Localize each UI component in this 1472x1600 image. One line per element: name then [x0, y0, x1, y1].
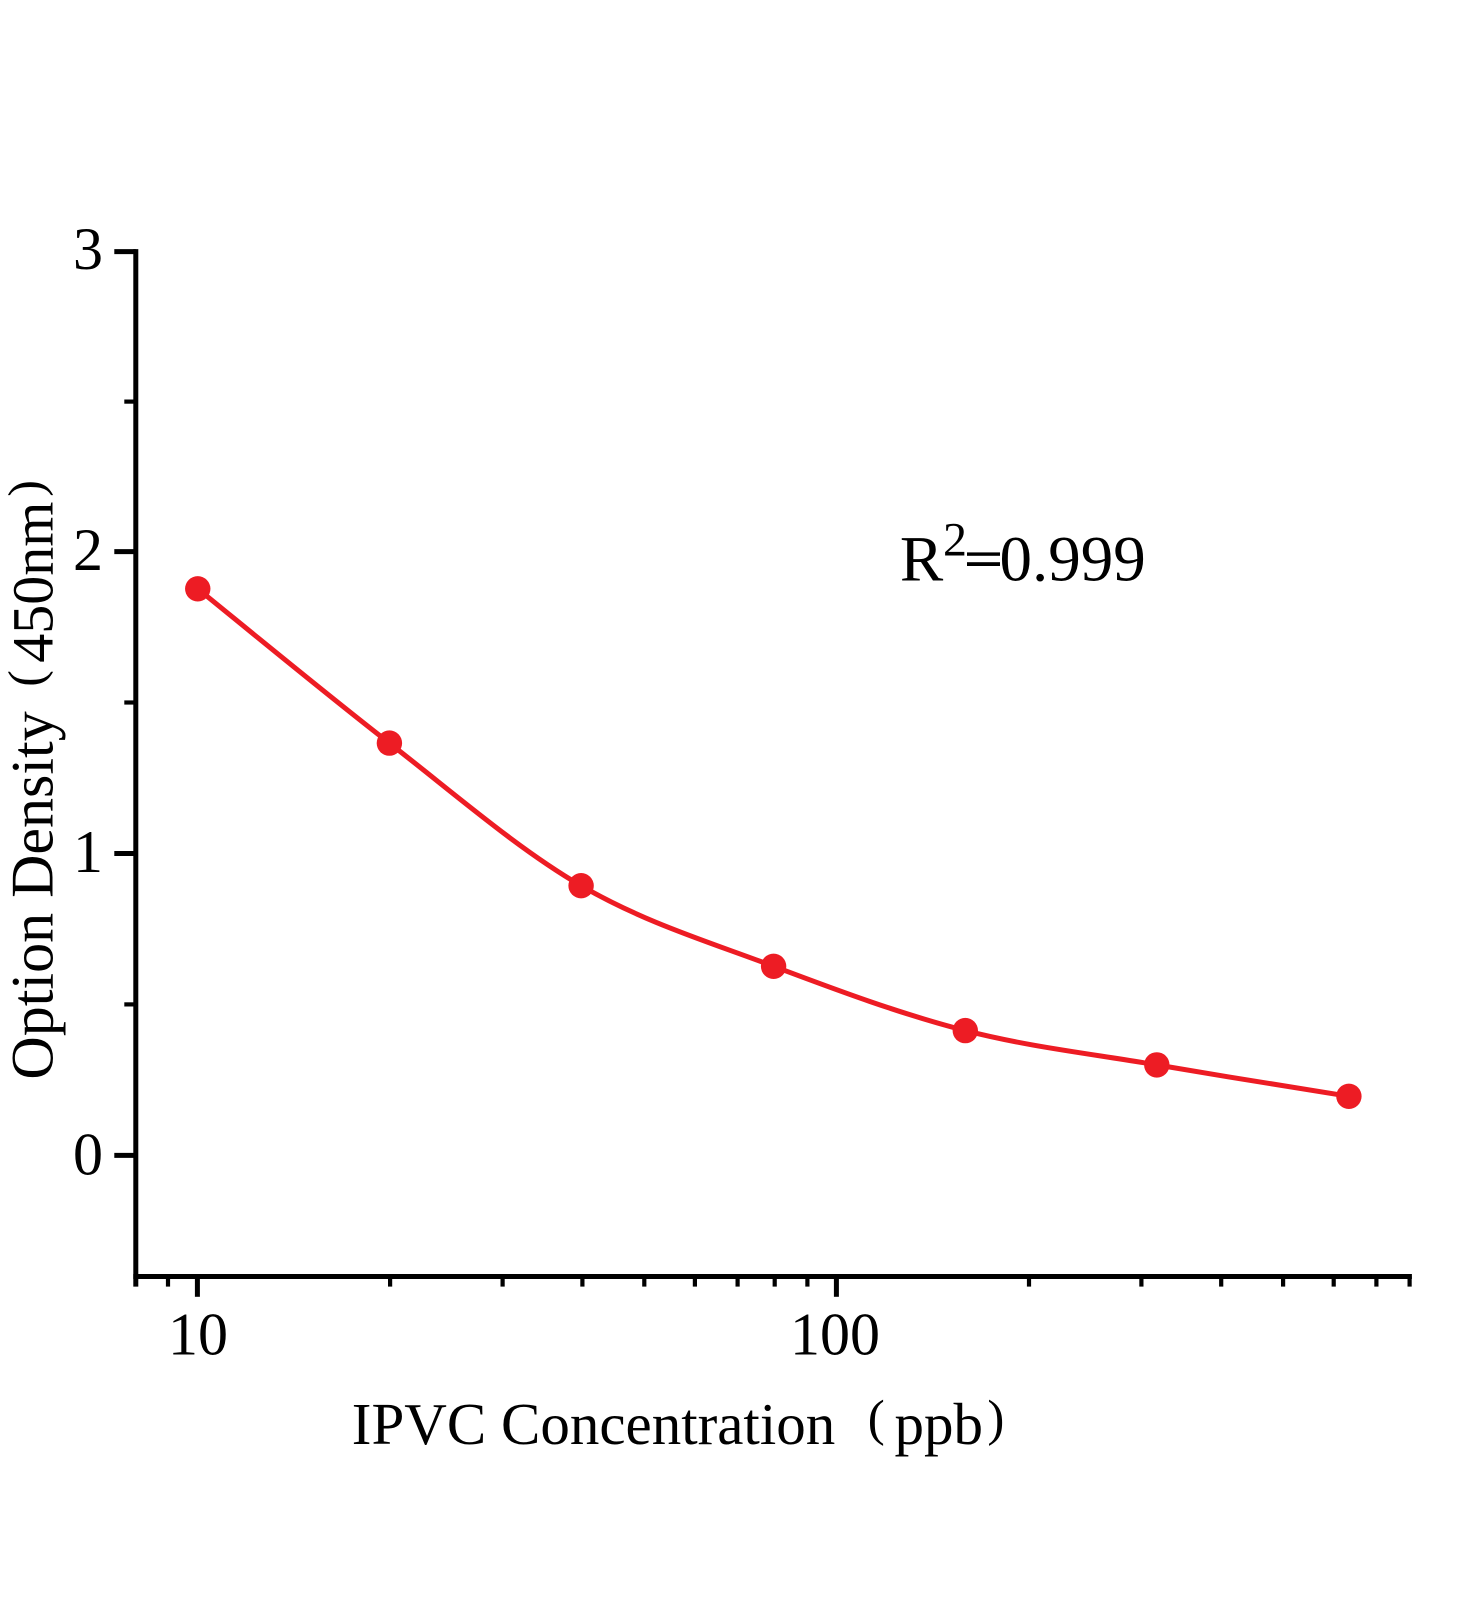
svg-text:0: 0	[73, 1121, 103, 1187]
svg-text:100: 100	[790, 1302, 880, 1368]
svg-text:ppb: ppb	[895, 1391, 984, 1457]
svg-text:450nm: 450nm	[1, 502, 66, 663]
svg-text:Option Density: Option Density	[0, 711, 66, 1079]
svg-text:2: 2	[943, 513, 967, 566]
svg-text:(: (	[868, 1391, 885, 1447]
svg-text:): )	[0, 480, 54, 497]
svg-text:(: (	[0, 670, 54, 687]
svg-text:): )	[987, 1391, 1004, 1447]
svg-text:IPVC Concentration: IPVC Concentration	[352, 1391, 835, 1457]
svg-text:2: 2	[73, 517, 103, 583]
svg-text:0.999: 0.999	[1000, 524, 1146, 596]
svg-text:3: 3	[73, 216, 103, 282]
svg-text:10: 10	[168, 1302, 228, 1368]
svg-text:1: 1	[73, 819, 103, 885]
svg-text:R: R	[900, 524, 944, 596]
